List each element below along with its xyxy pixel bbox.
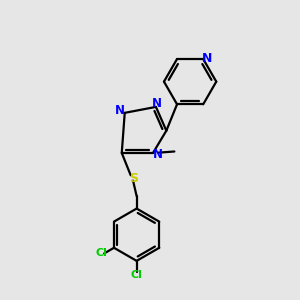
Text: Cl: Cl	[131, 269, 142, 280]
Text: N: N	[115, 104, 125, 117]
Text: Cl: Cl	[96, 248, 108, 258]
Text: N: N	[153, 148, 163, 161]
Text: N: N	[152, 97, 161, 110]
Text: S: S	[129, 172, 138, 185]
Text: N: N	[202, 52, 212, 65]
